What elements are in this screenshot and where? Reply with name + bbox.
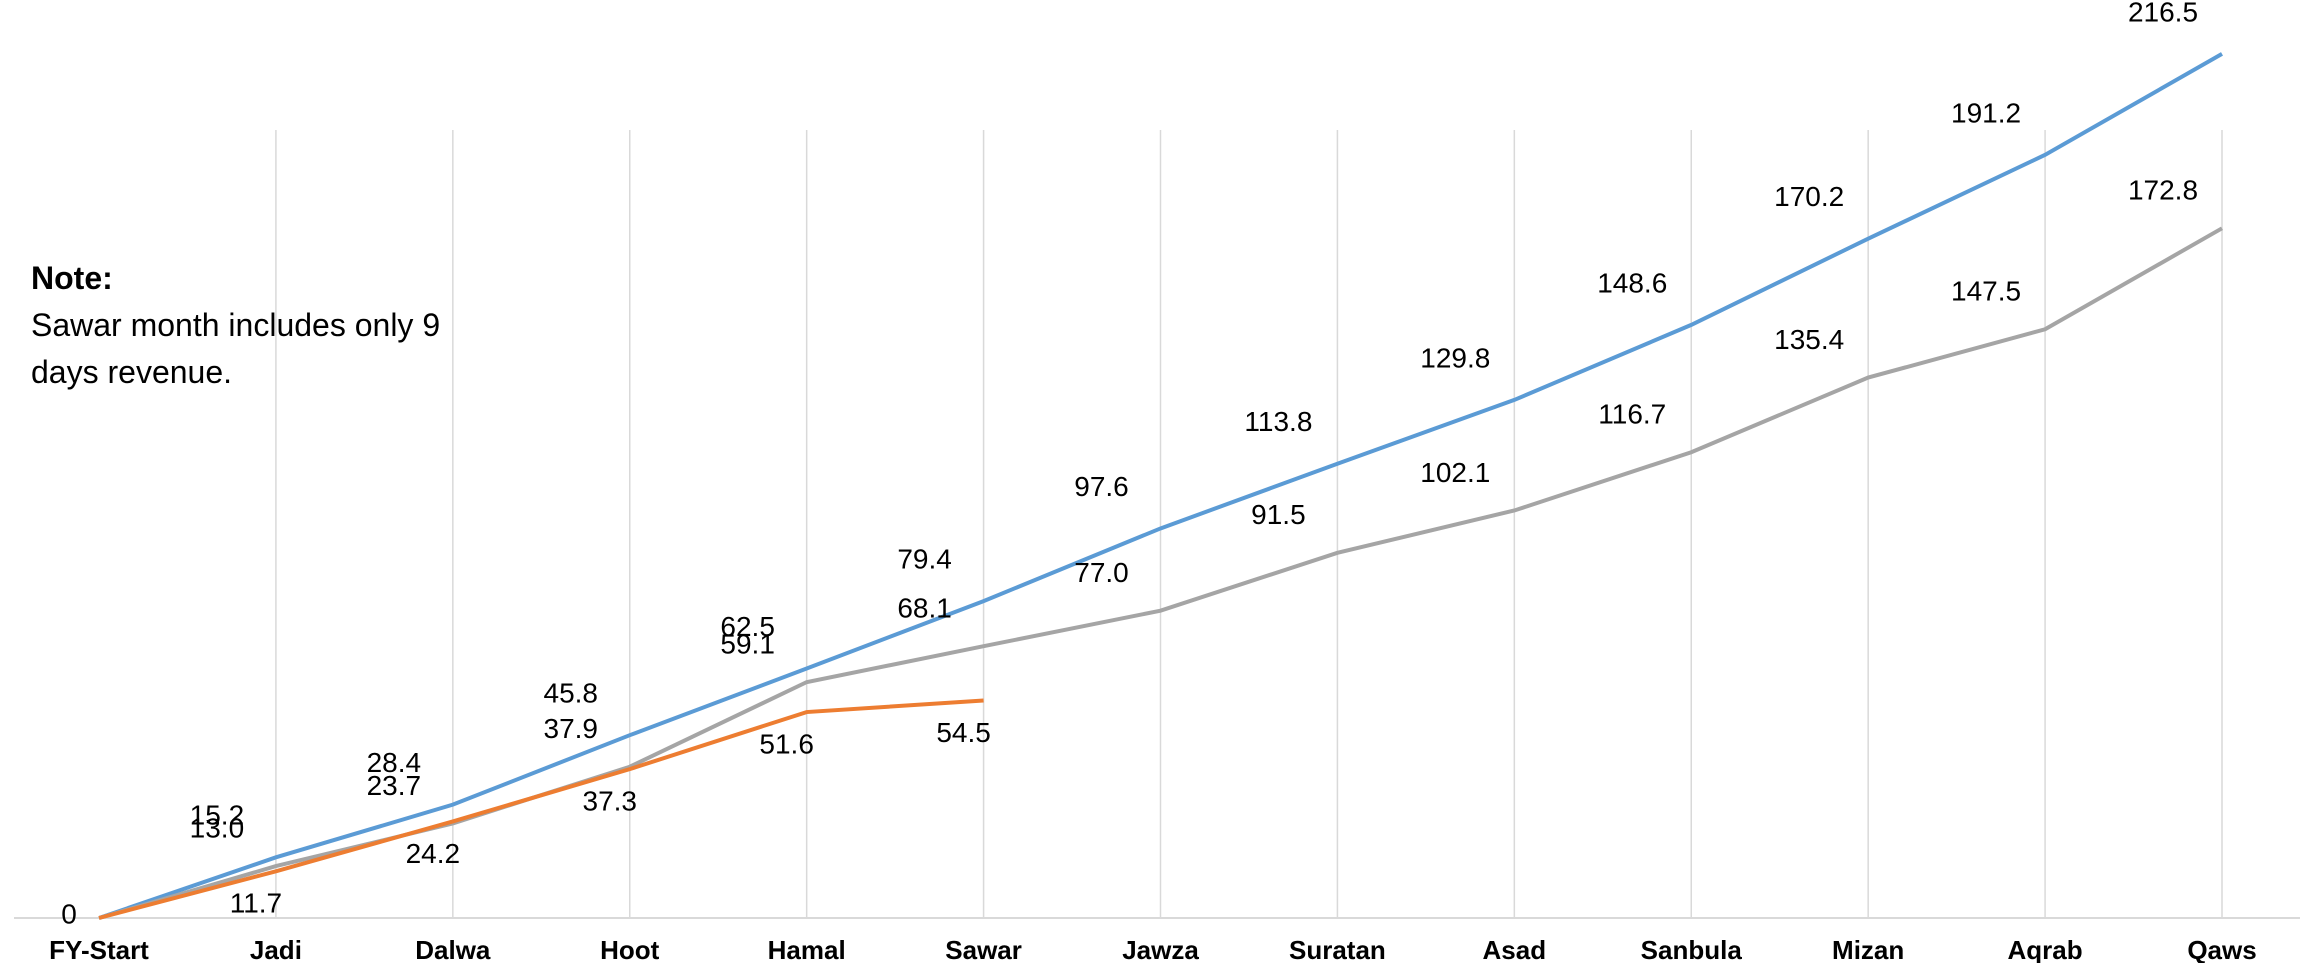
x-tick-label: Aqrab <box>2008 935 2083 963</box>
x-tick-label: Jawza <box>1122 935 1199 963</box>
x-tick-label: Asad <box>1483 935 1547 963</box>
data-label: 77.0 <box>1074 557 1129 588</box>
x-tick-label: Sawar <box>945 935 1022 963</box>
data-label: 135.4 <box>1774 324 1844 355</box>
x-tick-label: Jadi <box>250 935 302 963</box>
data-label: 45.8 <box>544 678 599 709</box>
data-label: 113.8 <box>1244 406 1312 437</box>
note-title: Note: <box>31 260 113 296</box>
data-label: 11.7 <box>230 888 282 919</box>
x-tick-label: Suratan <box>1289 935 1386 963</box>
data-label: 102.1 <box>1420 457 1490 488</box>
data-label: 23.7 <box>367 770 422 801</box>
data-label: 148.6 <box>1597 267 1667 298</box>
x-tick-label: Dalwa <box>415 935 491 963</box>
x-tick-label: Hamal <box>768 935 846 963</box>
data-label: 59.1 <box>720 629 775 660</box>
data-label: 37.3 <box>583 786 638 817</box>
x-tick-label: FY-Start <box>49 935 149 963</box>
data-label: 191.2 <box>1951 97 2021 128</box>
data-label: 28.4 <box>367 747 422 778</box>
data-label: 129.8 <box>1420 342 1490 373</box>
data-label: 51.6 <box>759 728 814 759</box>
data-label: 79.4 <box>897 543 952 574</box>
note-text: Sawar month includes only 9 days revenue… <box>31 307 441 390</box>
data-label: 37.9 <box>544 713 599 744</box>
data-label: 170.2 <box>1774 181 1844 212</box>
data-label: 15.2 <box>190 800 245 831</box>
data-label: 97.6 <box>1074 471 1129 502</box>
series-line <box>98 698 984 920</box>
data-label: 68.1 <box>897 593 952 624</box>
data-label: 172.8 <box>2128 175 2198 206</box>
data-label: 62.5 <box>720 611 775 642</box>
data-label: 116.7 <box>1598 399 1666 430</box>
data-label: 91.5 <box>1251 499 1306 530</box>
data-label: 147.5 <box>1951 276 2021 307</box>
x-tick-label: Sanbula <box>1641 935 1743 963</box>
x-tick-label: Mizan <box>1832 935 1904 963</box>
data-label: 0 <box>61 898 77 929</box>
data-label: 24.2 <box>406 838 461 869</box>
series-line <box>98 52 2223 920</box>
note: Note: Sawar month includes only 9 days r… <box>31 255 501 396</box>
data-label: 216.5 <box>2128 0 2198 27</box>
x-tick-label: Qaws <box>2187 935 2256 963</box>
data-label: 13.0 <box>190 813 245 844</box>
x-tick-label: Hoot <box>600 935 660 963</box>
data-label: 54.5 <box>936 717 991 748</box>
